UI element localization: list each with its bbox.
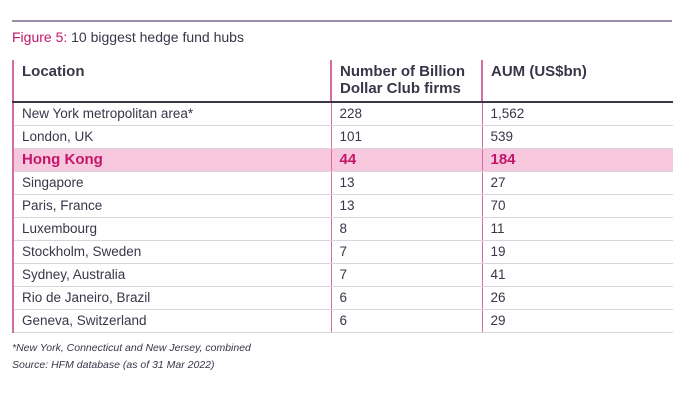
cell-firms: 228 (330, 102, 482, 126)
cell-firms: 13 (330, 171, 482, 195)
table-row: Luxembourg 8 11 (12, 217, 673, 241)
cell-firms: 8 (330, 217, 482, 241)
cell-aum: 26 (481, 286, 673, 310)
table-row: Stockholm, Sweden 7 19 (12, 240, 673, 264)
cell-location: London, UK (12, 125, 331, 149)
cell-location: Rio de Janeiro, Brazil (12, 286, 331, 310)
cell-firms: 7 (330, 240, 482, 264)
cell-aum: 11 (481, 217, 673, 241)
cell-location: New York metropolitan area* (12, 102, 331, 126)
header-firms: Number of Billion Dollar Club firms (330, 60, 482, 103)
table-row: New York metropolitan area* 228 1,562 (12, 102, 673, 126)
header-location: Location (12, 60, 331, 103)
footnote-source: Source: HFM database (as of 31 Mar 2022) (12, 359, 215, 371)
cell-firms: 6 (330, 309, 482, 333)
top-divider (12, 20, 672, 22)
table-row: Geneva, Switzerland 6 29 (12, 309, 673, 333)
table-header-row: Location Number of Billion Dollar Club f… (12, 60, 673, 103)
cell-firms: 6 (330, 286, 482, 310)
cell-aum: 27 (481, 171, 673, 195)
hedge-fund-hubs-table: Location Number of Billion Dollar Club f… (12, 60, 673, 333)
cell-location: Geneva, Switzerland (12, 309, 331, 333)
table-row: Rio de Janeiro, Brazil 6 26 (12, 286, 673, 310)
table-row: Paris, France 13 70 (12, 194, 673, 218)
footnote-note: *New York, Connecticut and New Jersey, c… (12, 342, 251, 354)
cell-firms: 101 (330, 125, 482, 149)
figure-title: Figure 5: 10 biggest hedge fund hubs (12, 27, 244, 47)
cell-aum: 19 (481, 240, 673, 264)
cell-location: Stockholm, Sweden (12, 240, 331, 264)
cell-aum: 539 (481, 125, 673, 149)
cell-location: Paris, France (12, 194, 331, 218)
cell-location: Sydney, Australia (12, 263, 331, 287)
table-row: Sydney, Australia 7 41 (12, 263, 673, 287)
table-row: London, UK 101 539 (12, 125, 673, 149)
cell-aum: 29 (481, 309, 673, 333)
cell-location: Singapore (12, 171, 331, 195)
table-row: Singapore 13 27 (12, 171, 673, 195)
cell-aum: 41 (481, 263, 673, 287)
header-aum: AUM (US$bn) (481, 60, 673, 103)
cell-aum: 1,562 (481, 102, 673, 126)
cell-aum: 184 (481, 148, 673, 172)
cell-aum: 70 (481, 194, 673, 218)
cell-location: Luxembourg (12, 217, 331, 241)
figure-label: Figure 5: (12, 29, 68, 45)
cell-firms: 13 (330, 194, 482, 218)
cell-firms: 7 (330, 263, 482, 287)
cell-location: Hong Kong (12, 148, 331, 172)
figure-caption: 10 biggest hedge fund hubs (67, 29, 244, 45)
cell-firms: 44 (330, 148, 482, 172)
table-row-highlighted: Hong Kong 44 184 (12, 148, 673, 172)
